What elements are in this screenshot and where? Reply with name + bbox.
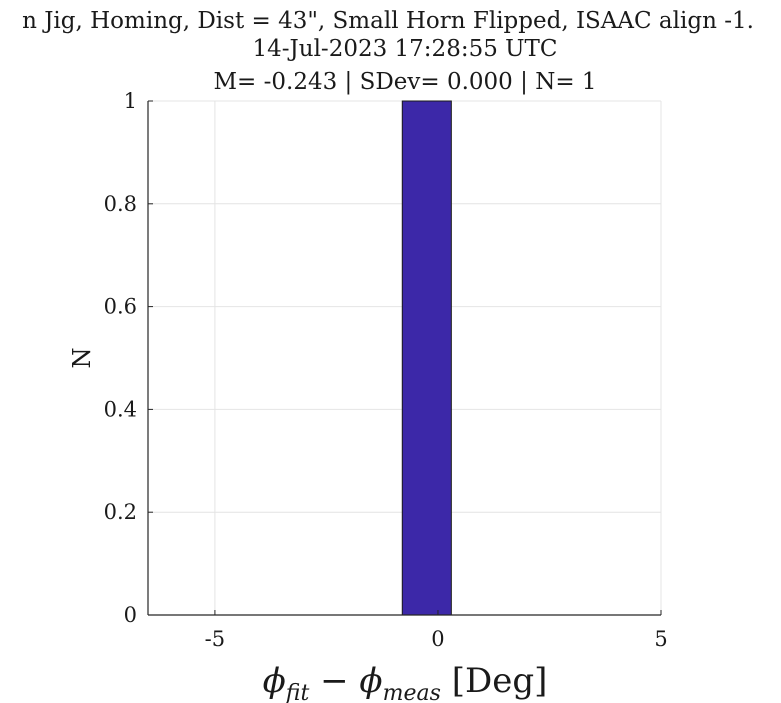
y-tick-label-4: 0.8 (104, 192, 137, 216)
x-tick-label-0: -5 (205, 627, 225, 651)
chart-title-line-1: n Jig, Homing, Dist = 43", Small Horn Fl… (22, 8, 754, 34)
bars (401, 100, 452, 616)
y-tick-label-3: 0.6 (104, 295, 137, 319)
y-tick-label-1: 0.2 (104, 500, 137, 524)
chart-title-line-3: M= -0.243 | SDev= 0.000 | N= 1 (213, 69, 596, 95)
axes (147, 100, 662, 616)
y-tick-label-2: 0.4 (104, 397, 137, 421)
x-tick-label-1: 0 (431, 627, 444, 651)
histogram-bar-0 (401, 100, 452, 616)
chart-title-line-2: 14-Jul-2023 17:28:55 UTC (253, 36, 558, 62)
x-tick-label-2: 5 (654, 627, 667, 651)
tick-labels: 0 0.2 0.4 0.6 0.8 1 -5 0 5 (104, 89, 668, 651)
y-tick-label-0: 0 (124, 603, 137, 627)
y-axis-label: N (68, 348, 96, 369)
y-tick-label-5: 1 (124, 89, 137, 113)
x-axis-label: ϕfit − ϕmeas [Deg] (263, 661, 548, 703)
